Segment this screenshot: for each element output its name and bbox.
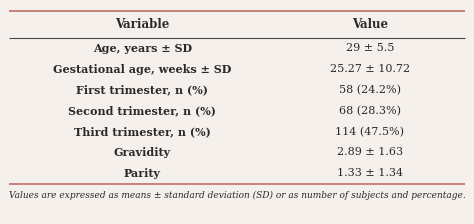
Text: Third trimester, n (%): Third trimester, n (%) <box>74 126 210 137</box>
Text: Values are expressed as means ± standard deviation (SD) or as number of subjects: Values are expressed as means ± standard… <box>9 190 466 200</box>
Text: Variable: Variable <box>115 18 169 31</box>
Text: Gravidity: Gravidity <box>114 147 171 158</box>
Text: 1.33 ± 1.34: 1.33 ± 1.34 <box>337 168 403 178</box>
Text: Age, years ± SD: Age, years ± SD <box>92 43 192 54</box>
Text: Value: Value <box>352 18 388 31</box>
Text: 2.89 ± 1.63: 2.89 ± 1.63 <box>337 147 403 157</box>
Text: 29 ± 5.5: 29 ± 5.5 <box>346 43 394 54</box>
Text: 68 (28.3%): 68 (28.3%) <box>339 106 401 116</box>
Text: First trimester, n (%): First trimester, n (%) <box>76 85 208 96</box>
Text: Parity: Parity <box>124 168 161 179</box>
Text: 58 (24.2%): 58 (24.2%) <box>339 85 401 95</box>
Text: Second trimester, n (%): Second trimester, n (%) <box>68 105 216 116</box>
Text: Gestational age, weeks ± SD: Gestational age, weeks ± SD <box>53 64 231 75</box>
Text: 25.27 ± 10.72: 25.27 ± 10.72 <box>329 64 410 74</box>
Text: 114 (47.5%): 114 (47.5%) <box>335 127 404 137</box>
